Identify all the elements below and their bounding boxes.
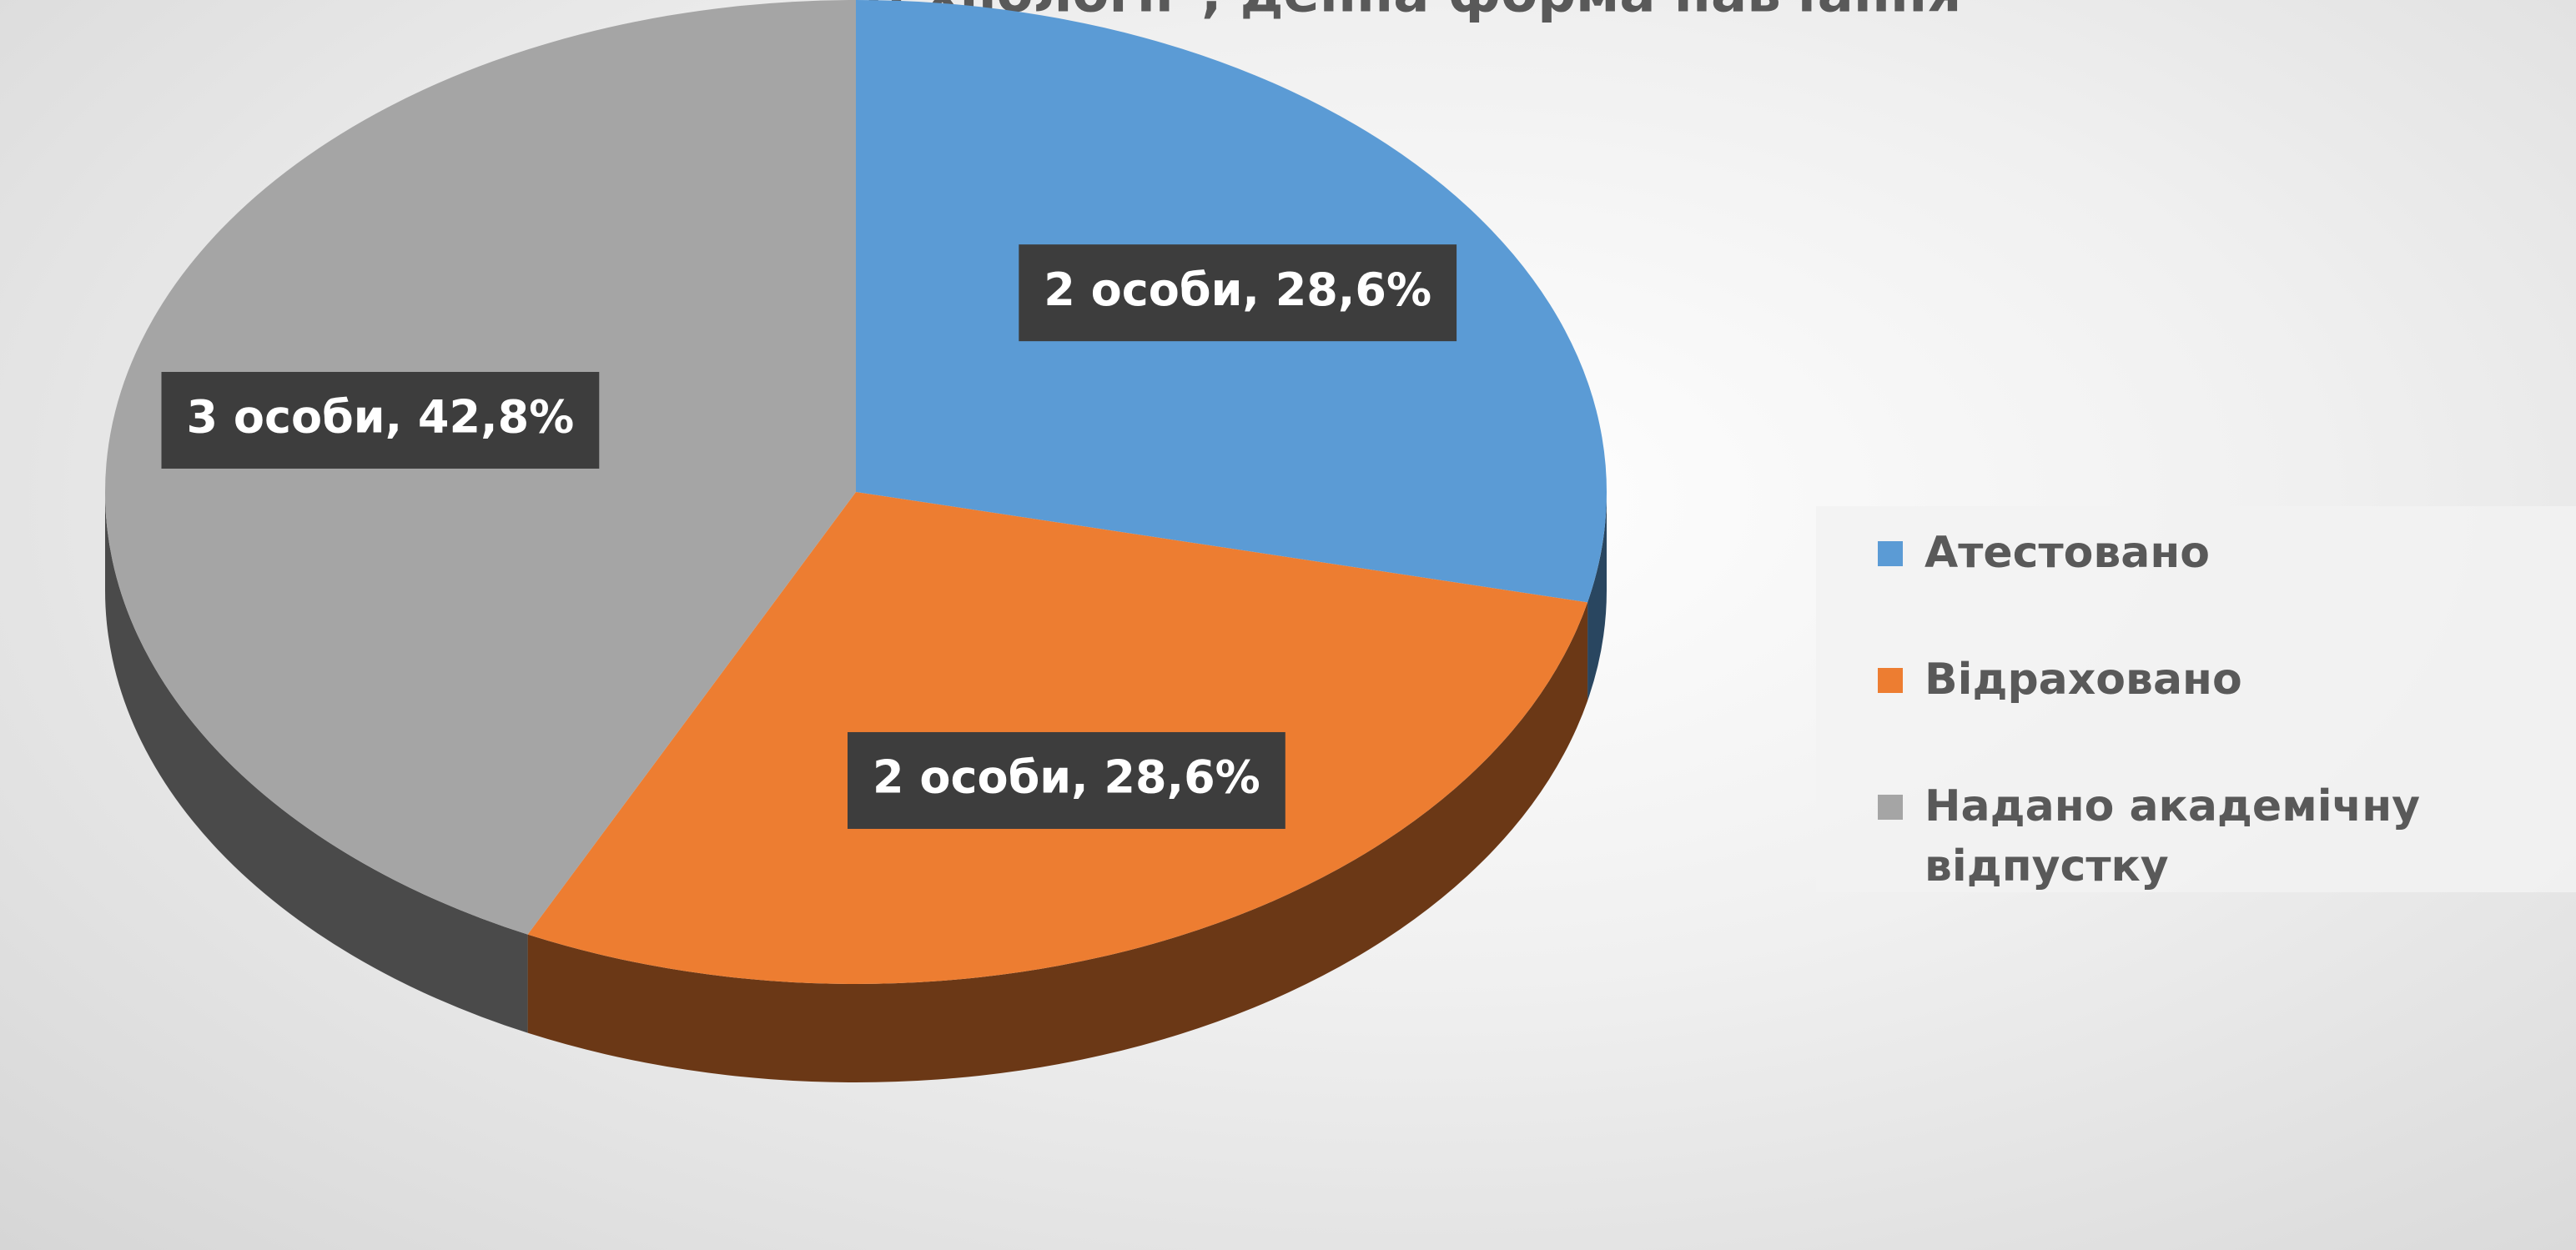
pie-side: [105, 492, 528, 1033]
legend: Атестовано Відраховано Надано академічну в…: [1816, 506, 2576, 892]
data-label-box: [848, 731, 1285, 829]
data-label-box: [161, 371, 600, 469]
legend-swatch: [1878, 795, 1903, 820]
pie-side: [527, 602, 1588, 1082]
legend-label: Надано академічну відпустку: [1924, 781, 2421, 891]
legend-label: Атестовано: [1924, 528, 2210, 578]
data-label-text: 3 особи, 42,8%: [187, 391, 575, 444]
data-label-text: 2 особи, 28,6%: [1044, 264, 1431, 316]
pie-side: [1587, 492, 1607, 701]
data-label: 3 особи, 42,8%: [161, 371, 600, 469]
legend-entry: Відраховано: [1878, 650, 2508, 710]
legend-entry: Атестовано: [1878, 523, 2508, 583]
data-label: 2 особи, 28,6%: [1019, 244, 1457, 342]
legend-entry: Надано академічну відпустку: [1878, 776, 2508, 896]
legend-swatch: [1878, 541, 1903, 566]
data-label-text: 2 особи, 28,6%: [873, 751, 1260, 804]
legend-label: Відраховано: [1924, 655, 2242, 705]
data-label: 2 особи, 28,6%: [848, 731, 1285, 829]
data-label-box: [1019, 244, 1457, 342]
legend-swatch: [1878, 668, 1903, 693]
